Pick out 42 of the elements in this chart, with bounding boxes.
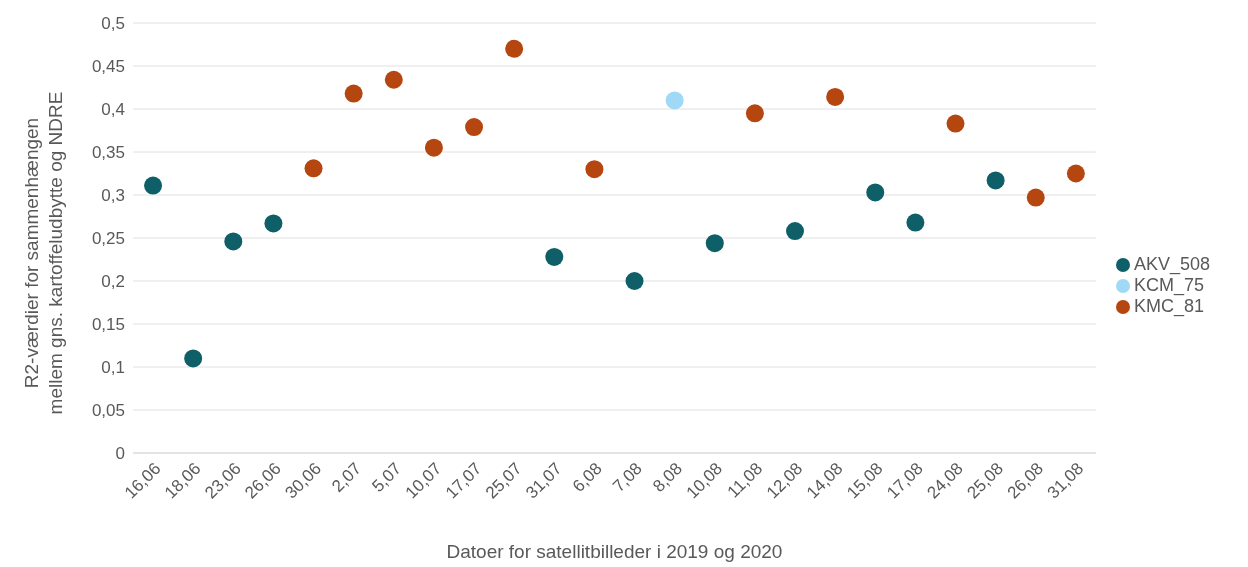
x-axis-title: Datoer for satellitbilleder i 2019 og 2020 [446,541,783,562]
y-tick-label: 0,3 [101,186,125,206]
point [344,84,363,103]
x-tick-label: 7,08 [609,458,646,496]
point [184,349,203,368]
point [1066,164,1085,183]
y-tick-label: 0,4 [101,100,125,120]
point [986,171,1005,190]
point [384,70,403,89]
point [665,91,684,110]
point [424,138,443,157]
point [505,39,524,58]
legend-label: KCM_75 [1133,275,1204,295]
y-tick-label: 0 [115,444,125,464]
point [625,272,644,290]
y-tick-label: 0,15 [91,315,125,335]
y-tick-label: 0,05 [91,401,125,421]
legend-label: KMC_81 [1133,296,1204,316]
point [545,247,564,266]
legend-label: AKV_508 [1133,254,1210,274]
point [1026,188,1045,207]
point [786,222,805,241]
y-tick-label: 0,1 [101,358,125,378]
point [826,87,845,106]
y-tick-label: 0,35 [91,143,125,163]
x-tick-label: 6,08 [568,458,606,496]
point [304,159,323,178]
y-tick-label: 0,45 [91,57,125,77]
point [946,114,965,133]
point [585,160,604,179]
point [705,234,724,253]
point [465,118,484,137]
y-tick-label: 0,25 [91,229,125,249]
y-tick-label: 0,5 [101,14,125,34]
point [224,232,243,251]
y-tick-label: 0,2 [101,272,125,292]
point [264,214,283,233]
point [866,183,885,202]
y-axis-title: R2-værdier for sammenhængen mellem gns. kartoffeludbytte og NDRE [21,91,66,415]
point [144,176,163,195]
point [745,104,764,123]
point [906,213,925,232]
